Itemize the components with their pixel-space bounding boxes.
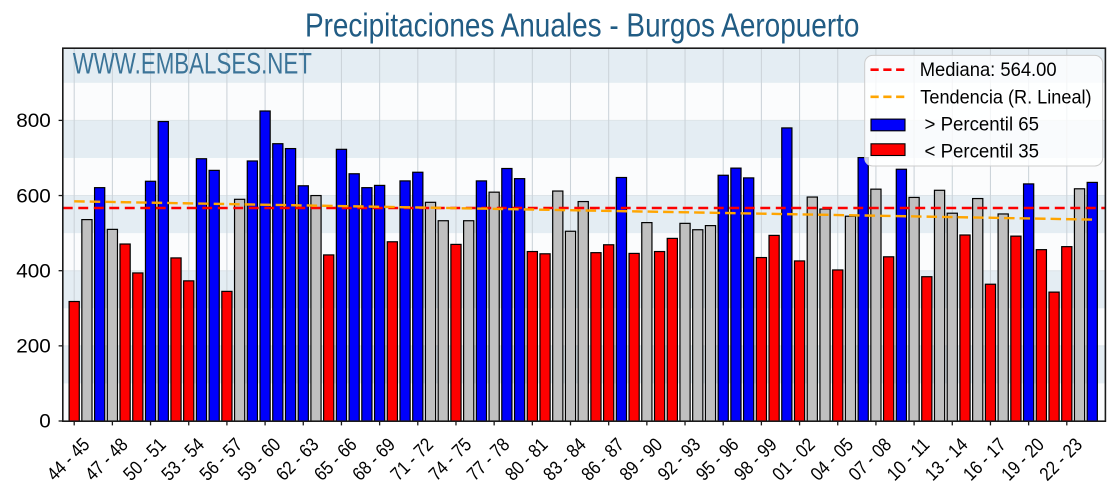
svg-text:Tendencia (R. Lineal): Tendencia (R. Lineal) [920, 86, 1091, 108]
svg-text:Mediana: 564.00: Mediana: 564.00 [920, 59, 1057, 81]
svg-text:800: 800 [16, 111, 51, 132]
svg-text:Precipitaciones Anuales - Burg: Precipitaciones Anuales - Burgos Aeropue… [305, 7, 860, 44]
svg-text:400: 400 [16, 261, 51, 282]
svg-text:WWW.EMBALSES.NET: WWW.EMBALSES.NET [73, 48, 312, 81]
svg-text:< Percentil 35: < Percentil 35 [925, 141, 1040, 163]
svg-text:600: 600 [16, 186, 51, 207]
svg-text:> Percentil 65: > Percentil 65 [925, 113, 1040, 135]
svg-text:0: 0 [39, 412, 51, 433]
svg-text:200: 200 [16, 337, 51, 358]
